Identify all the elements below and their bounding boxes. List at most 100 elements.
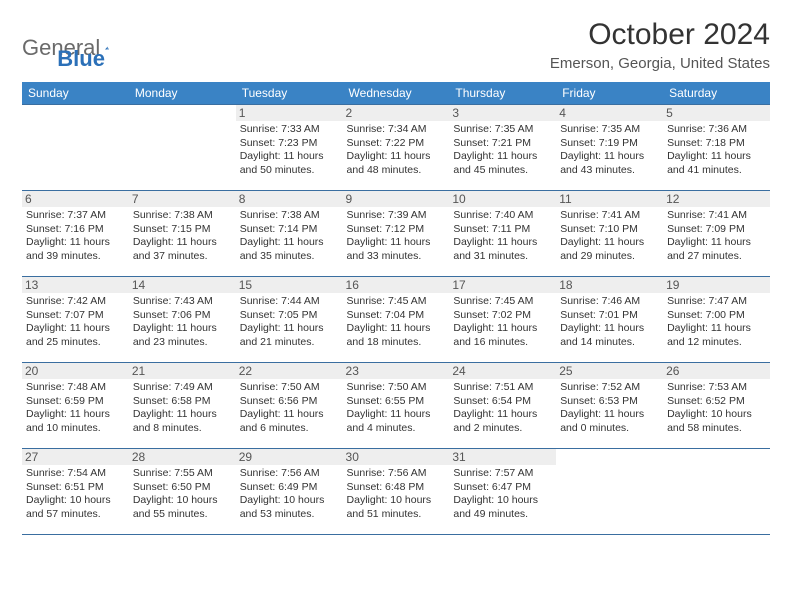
day-details: Sunrise: 7:54 AMSunset: 6:51 PMDaylight:… xyxy=(26,467,125,522)
sunset-text: Sunset: 6:55 PM xyxy=(347,395,446,409)
day-number: 20 xyxy=(22,363,129,379)
day-number: 1 xyxy=(236,105,343,121)
calendar-day-cell: 20Sunrise: 7:48 AMSunset: 6:59 PMDayligh… xyxy=(22,363,129,449)
day-number: 6 xyxy=(22,191,129,207)
daylight-text: Daylight: 10 hours and 55 minutes. xyxy=(133,494,232,521)
sunrise-text: Sunrise: 7:48 AM xyxy=(26,381,125,395)
day-number: 8 xyxy=(236,191,343,207)
title-block: October 2024 Emerson, Georgia, United St… xyxy=(550,18,770,72)
calendar-table: Sunday Monday Tuesday Wednesday Thursday… xyxy=(22,82,770,535)
day-number: 30 xyxy=(343,449,450,465)
day-number: 26 xyxy=(663,363,770,379)
calendar-day-cell: 4Sunrise: 7:35 AMSunset: 7:19 PMDaylight… xyxy=(556,105,663,191)
sunset-text: Sunset: 7:07 PM xyxy=(26,309,125,323)
sunrise-text: Sunrise: 7:33 AM xyxy=(240,123,339,137)
daylight-text: Daylight: 11 hours and 31 minutes. xyxy=(453,236,552,263)
calendar-day-cell: 7Sunrise: 7:38 AMSunset: 7:15 PMDaylight… xyxy=(129,191,236,277)
daylight-text: Daylight: 11 hours and 25 minutes. xyxy=(26,322,125,349)
day-details: Sunrise: 7:36 AMSunset: 7:18 PMDaylight:… xyxy=(667,123,766,178)
day-details: Sunrise: 7:38 AMSunset: 7:14 PMDaylight:… xyxy=(240,209,339,264)
day-number: 11 xyxy=(556,191,663,207)
sunrise-text: Sunrise: 7:56 AM xyxy=(347,467,446,481)
brand-logo: General Blue xyxy=(22,18,105,72)
day-details: Sunrise: 7:51 AMSunset: 6:54 PMDaylight:… xyxy=(453,381,552,436)
weekday-header: Monday xyxy=(129,82,236,105)
daylight-text: Daylight: 11 hours and 21 minutes. xyxy=(240,322,339,349)
location: Emerson, Georgia, United States xyxy=(550,55,770,72)
calendar-day-cell xyxy=(663,449,770,535)
daylight-text: Daylight: 11 hours and 8 minutes. xyxy=(133,408,232,435)
sunset-text: Sunset: 6:51 PM xyxy=(26,481,125,495)
calendar-day-cell xyxy=(22,105,129,191)
calendar-week-row: 13Sunrise: 7:42 AMSunset: 7:07 PMDayligh… xyxy=(22,277,770,363)
calendar-day-cell: 27Sunrise: 7:54 AMSunset: 6:51 PMDayligh… xyxy=(22,449,129,535)
sunset-text: Sunset: 7:10 PM xyxy=(560,223,659,237)
calendar-day-cell: 6Sunrise: 7:37 AMSunset: 7:16 PMDaylight… xyxy=(22,191,129,277)
sunrise-text: Sunrise: 7:38 AM xyxy=(240,209,339,223)
sunset-text: Sunset: 7:22 PM xyxy=(347,137,446,151)
daylight-text: Daylight: 11 hours and 23 minutes. xyxy=(133,322,232,349)
sunrise-text: Sunrise: 7:53 AM xyxy=(667,381,766,395)
calendar-day-cell: 3 Sunrise: 7:35 AMSunset: 7:21 PMDaylight… xyxy=(449,105,556,191)
day-number: 25 xyxy=(556,363,663,379)
sunset-text: Sunset: 6:59 PM xyxy=(26,395,125,409)
day-details: Sunrise: 7:41 AMSunset: 7:10 PMDaylight:… xyxy=(560,209,659,264)
calendar-day-cell: 15Sunrise: 7:44 AMSunset: 7:05 PMDayligh… xyxy=(236,277,343,363)
day-details: Sunrise: 7:33 AMSunset: 7:23 PMDaylight:… xyxy=(240,123,339,178)
sunrise-text: Sunrise: 7:39 AM xyxy=(347,209,446,223)
sunset-text: Sunset: 7:00 PM xyxy=(667,309,766,323)
sunset-text: Sunset: 7:04 PM xyxy=(347,309,446,323)
sunrise-text: Sunrise: 7:56 AM xyxy=(240,467,339,481)
weekday-header: Thursday xyxy=(449,82,556,105)
sunrise-text: Sunrise: 7:40 AM xyxy=(453,209,552,223)
daylight-text: Daylight: 10 hours and 49 minutes. xyxy=(453,494,552,521)
day-details: Sunrise: 7:57 AMSunset: 6:47 PMDaylight:… xyxy=(453,467,552,522)
weekday-header: Saturday xyxy=(663,82,770,105)
sunrise-text: Sunrise: 7:45 AM xyxy=(453,295,552,309)
daylight-text: Daylight: 11 hours and 27 minutes. xyxy=(667,236,766,263)
sunrise-text: Sunrise: 7:34 AM xyxy=(347,123,446,137)
daylight-text: Daylight: 10 hours and 57 minutes. xyxy=(26,494,125,521)
day-details: Sunrise: 7:42 AMSunset: 7:07 PMDaylight:… xyxy=(26,295,125,350)
daylight-text: Daylight: 11 hours and 39 minutes. xyxy=(26,236,125,263)
sunrise-text: Sunrise: 7:36 AM xyxy=(667,123,766,137)
day-details: Sunrise: 7:56 AMSunset: 6:49 PMDaylight:… xyxy=(240,467,339,522)
sunset-text: Sunset: 7:09 PM xyxy=(667,223,766,237)
day-details: Sunrise: 7:40 AMSunset: 7:11 PMDaylight:… xyxy=(453,209,552,264)
daylight-text: Daylight: 11 hours and 41 minutes. xyxy=(667,150,766,177)
sunrise-text: Sunrise: 7:50 AM xyxy=(347,381,446,395)
sunrise-text: Sunrise: 7:49 AM xyxy=(133,381,232,395)
sunset-text: Sunset: 6:47 PM xyxy=(453,481,552,495)
calendar-day-cell: 10Sunrise: 7:40 AMSunset: 7:11 PMDayligh… xyxy=(449,191,556,277)
day-details: Sunrise: 7:34 AMSunset: 7:22 PMDaylight:… xyxy=(347,123,446,178)
calendar-day-cell: 11 Sunrise: 7:41 AMSunset: 7:10 PMDayligh… xyxy=(556,191,663,277)
sunrise-text: Sunrise: 7:47 AM xyxy=(667,295,766,309)
sunset-text: Sunset: 7:18 PM xyxy=(667,137,766,151)
calendar-body: 1Sunrise: 7:33 AMSunset: 7:23 PMDaylight… xyxy=(22,105,770,535)
weekday-row: Sunday Monday Tuesday Wednesday Thursday… xyxy=(22,82,770,105)
sunset-text: Sunset: 6:49 PM xyxy=(240,481,339,495)
sunset-text: Sunset: 6:56 PM xyxy=(240,395,339,409)
daylight-text: Daylight: 10 hours and 51 minutes. xyxy=(347,494,446,521)
daylight-text: Daylight: 10 hours and 53 minutes. xyxy=(240,494,339,521)
sunset-text: Sunset: 7:05 PM xyxy=(240,309,339,323)
day-details: Sunrise: 7:35 AMSunset: 7:21 PMDaylight:… xyxy=(453,123,552,178)
day-number: 3 xyxy=(449,105,556,121)
sunrise-text: Sunrise: 7:38 AM xyxy=(133,209,232,223)
day-number: 22 xyxy=(236,363,343,379)
sunrise-text: Sunrise: 7:55 AM xyxy=(133,467,232,481)
daylight-text: Daylight: 11 hours and 45 minutes. xyxy=(453,150,552,177)
day-details: Sunrise: 7:53 AMSunset: 6:52 PMDaylight:… xyxy=(667,381,766,436)
sunset-text: Sunset: 6:50 PM xyxy=(133,481,232,495)
sunset-text: Sunset: 7:23 PM xyxy=(240,137,339,151)
calendar-day-cell: 30 Sunrise: 7:56 AMSunset: 6:48 PMDayligh… xyxy=(343,449,450,535)
calendar-day-cell: 22Sunrise: 7:50 AMSunset: 6:56 PMDayligh… xyxy=(236,363,343,449)
day-details: Sunrise: 7:56 AMSunset: 6:48 PMDaylight:… xyxy=(347,467,446,522)
day-details: Sunrise: 7:38 AMSunset: 7:15 PMDaylight:… xyxy=(133,209,232,264)
calendar-day-cell: 26 Sunrise: 7:53 AMSunset: 6:52 PMDayligh… xyxy=(663,363,770,449)
sunrise-text: Sunrise: 7:41 AM xyxy=(560,209,659,223)
calendar-day-cell: 14Sunrise: 7:43 AMSunset: 7:06 PMDayligh… xyxy=(129,277,236,363)
calendar-day-cell: 23Sunrise: 7:50 AMSunset: 6:55 PMDayligh… xyxy=(343,363,450,449)
day-number: 23 xyxy=(343,363,450,379)
calendar-day-cell xyxy=(556,449,663,535)
